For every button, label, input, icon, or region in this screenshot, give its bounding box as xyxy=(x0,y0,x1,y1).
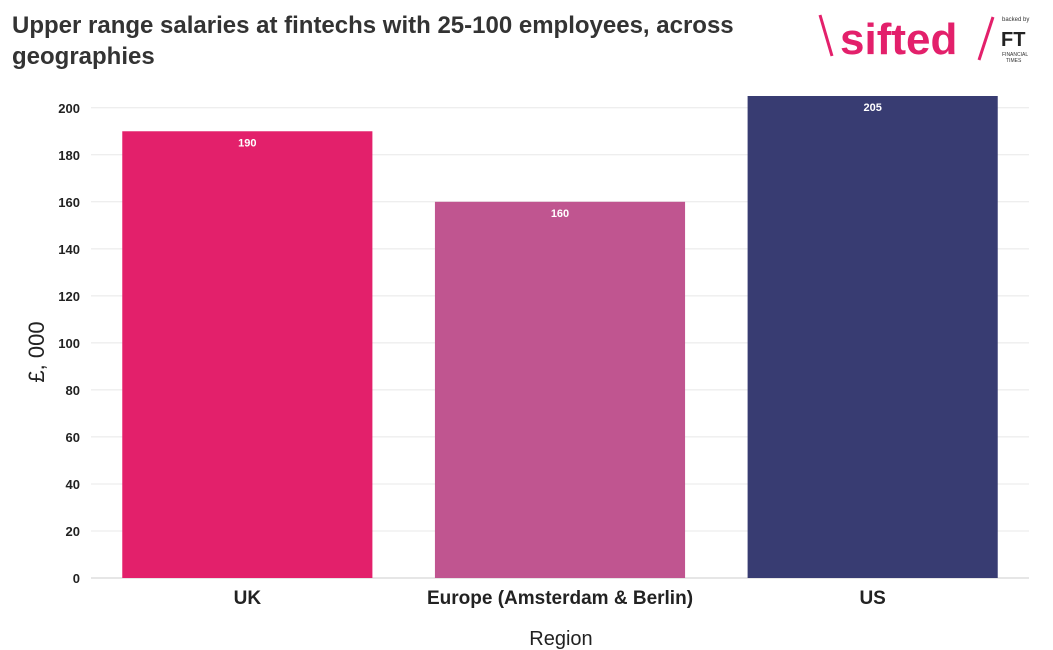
bar-value-label: 190 xyxy=(238,137,256,149)
y-tick-label: 160 xyxy=(58,195,80,210)
y-tick-label: 100 xyxy=(58,336,80,351)
x-tick-label: Europe (Amsterdam & Berlin) xyxy=(427,588,693,609)
sifted-ft-logo: sifted backed by FT FINANCIAL TIMES xyxy=(818,14,1029,64)
bar-value-label: 160 xyxy=(551,208,569,220)
bars: 190 160 205 xyxy=(122,96,998,578)
ft-name-line1: FINANCIAL xyxy=(1002,52,1028,58)
logo-backed-by: backed by xyxy=(1002,17,1029,23)
logo-slash-left xyxy=(818,14,834,57)
x-axis-label: Region xyxy=(529,628,592,650)
chart-title: Upper range salaries at fintechs with 25… xyxy=(12,12,734,70)
bar xyxy=(122,131,373,578)
logo-brand-text: sifted xyxy=(840,15,957,64)
bar-value-label: 205 xyxy=(863,102,881,114)
bar xyxy=(747,96,998,578)
bar xyxy=(434,201,686,578)
x-axis-ticks: UK Europe (Amsterdam & Berlin) US xyxy=(234,588,886,609)
ft-name-line2: TIMES xyxy=(1006,58,1022,64)
y-tick-label: 180 xyxy=(58,148,80,163)
y-tick-label: 140 xyxy=(58,242,80,257)
y-tick-label: 0 xyxy=(73,571,80,586)
y-tick-label: 200 xyxy=(58,101,80,116)
ft-mark: FT xyxy=(1001,29,1025,51)
logo-slash-right xyxy=(977,16,995,61)
y-tick-label: 80 xyxy=(66,383,80,398)
y-tick-label: 20 xyxy=(66,524,80,539)
y-tick-label: 120 xyxy=(58,289,80,304)
y-axis-label: £, 000 xyxy=(24,321,49,382)
y-axis-ticks: 0 20 40 60 80 100 120 140 160 180 200 xyxy=(58,101,80,586)
y-tick-label: 60 xyxy=(66,430,80,445)
y-tick-label: 40 xyxy=(66,477,80,492)
x-tick-label: UK xyxy=(234,588,262,609)
x-tick-label: US xyxy=(859,588,885,609)
